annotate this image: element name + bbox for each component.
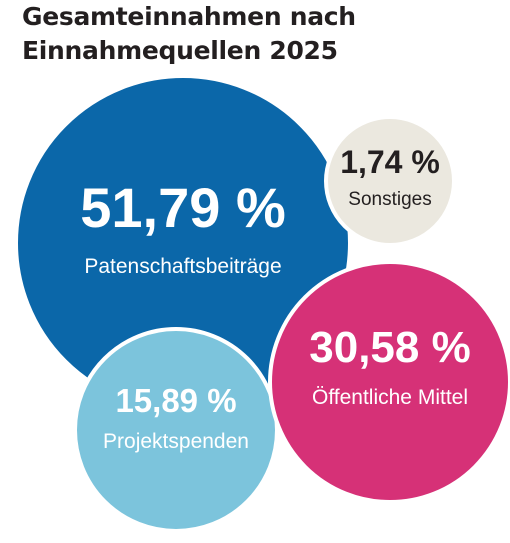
chart-title-line-2: Einnahmequellen 2025: [22, 36, 338, 65]
bubble-category-label: Öffentliche Mittel: [312, 386, 468, 409]
chart-title-line-1: Gesamteinnahmen nach: [22, 2, 356, 31]
bubble-value-label: 51,79 %: [80, 176, 286, 239]
bubble-patenschaftsbeiträge: 51,79 % Patenschaftsbeiträge: [14, 74, 352, 412]
bubble-öffentliche-mittel: 30,58 % Öffentliche Mittel: [268, 260, 510, 504]
bubble-value-label: 30,58 %: [309, 323, 470, 372]
bubble-category-label: Sonstiges: [348, 189, 431, 210]
bubble-circle: [268, 260, 510, 504]
bubble-category-label: Projektspenden: [103, 430, 249, 453]
bubble-sonstiges: 1,74 % Sonstiges: [324, 115, 456, 247]
bubble-circle: [324, 115, 456, 247]
bubble-value-label: 15,89 %: [115, 382, 236, 419]
bubble-projektspenden: 15,89 % Projektspenden: [73, 327, 279, 533]
bubble-category-label: Patenschaftsbeiträge: [84, 255, 281, 278]
bubble-circle: [73, 327, 279, 533]
bubble-value-label: 1,74 %: [340, 144, 440, 180]
chart-title: Gesamteinnahmen nach Einnahmequellen 202…: [22, 0, 502, 68]
